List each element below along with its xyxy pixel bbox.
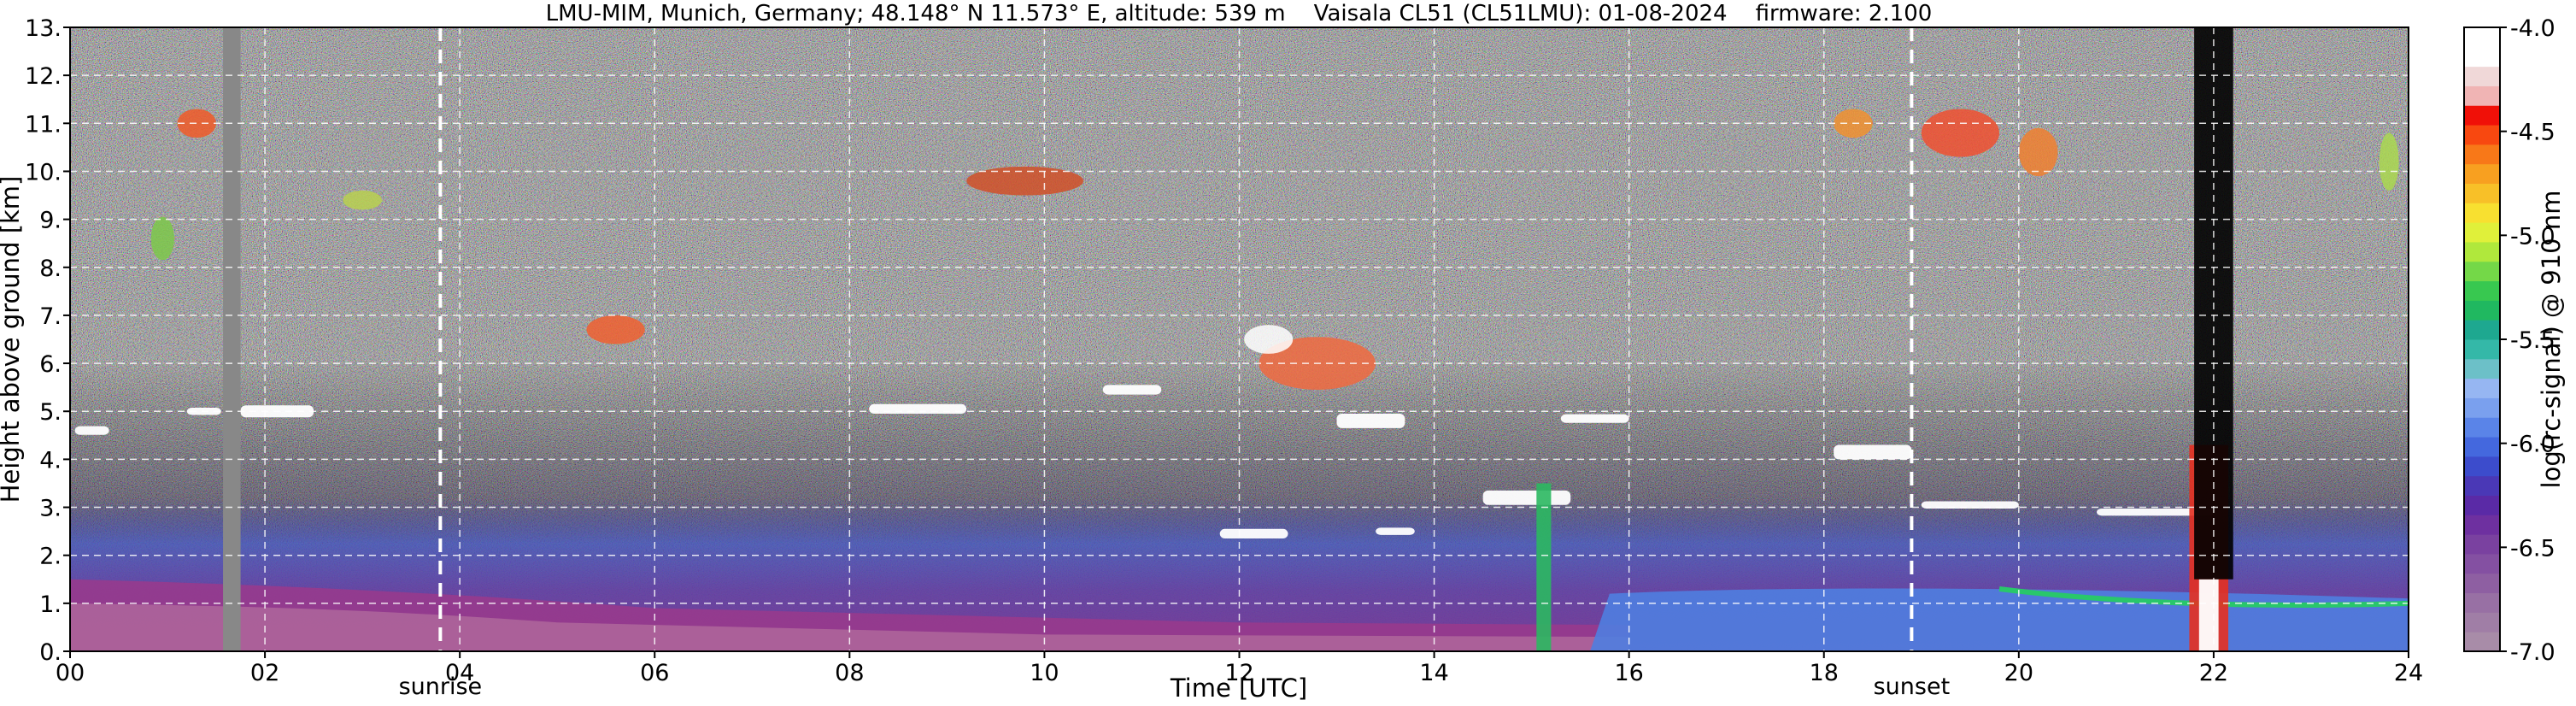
y-tick-label: 3.: [39, 496, 62, 522]
y-tick-label: 7.: [39, 303, 62, 330]
cloud-patch: [586, 315, 645, 344]
colorbar-tick-label: -4.5: [2510, 120, 2555, 146]
cloud-layer: [1102, 385, 1162, 395]
event-label-sunset: sunset: [1874, 674, 1951, 700]
event-label-sunrise: sunrise: [399, 674, 483, 700]
colorbar-segment: [2464, 534, 2500, 555]
x-tick-label: 22: [2199, 660, 2228, 686]
mixed-layer: [1590, 588, 2409, 651]
colorbar-segment: [2464, 515, 2500, 535]
colorbar-segment: [2464, 85, 2500, 106]
y-tick-label: 0.: [39, 639, 62, 666]
cloud-patch: [966, 166, 1084, 196]
cloud-patch: [177, 109, 217, 138]
x-tick-label: 04: [445, 660, 474, 686]
x-tick-label: 24: [2394, 660, 2423, 686]
colorbar-segment: [2464, 125, 2500, 145]
colorbar-segment: [2464, 456, 2500, 477]
colorbar-segment: [2464, 553, 2500, 574]
cloud-patch: [1921, 109, 2000, 157]
colorbar-segment: [2464, 358, 2500, 379]
x-tick-label: 00: [56, 660, 85, 686]
colorbar-segment: [2464, 163, 2500, 184]
colorbar-label: log(rc-signal) @ 910 nm: [2537, 191, 2566, 489]
colorbar-segment: [2464, 280, 2500, 301]
y-tick-label: 13.: [25, 15, 62, 42]
colorbar-tick-label: -6.0: [2510, 432, 2555, 458]
plume: [2198, 579, 2219, 651]
colorbar-segment: [2464, 475, 2500, 496]
data-gap: [223, 27, 241, 651]
x-tick-label: 02: [250, 660, 279, 686]
cloud-layer: [1482, 490, 1571, 505]
cloud-patch: [2379, 132, 2399, 191]
y-tick-label: 5.: [39, 399, 62, 426]
cloud-layer: [1336, 414, 1405, 428]
cloud-layer: [1376, 527, 1415, 535]
x-tick-label: 10: [1030, 660, 1059, 686]
colorbar-segment: [2464, 183, 2500, 203]
cloud-layer: [1834, 444, 1912, 460]
colorbar-segment: [2464, 261, 2500, 282]
y-tick-label: 12.: [25, 63, 62, 90]
plume: [1536, 483, 1552, 651]
y-tick-label: 10.: [25, 159, 62, 185]
x-tick-label: 16: [1614, 660, 1643, 686]
cloud-layer: [1560, 414, 1629, 423]
colorbar-segment: [2464, 339, 2500, 360]
colorbar-tick-label: -7.0: [2510, 639, 2555, 666]
colorbar-tick-label: -4.0: [2510, 15, 2555, 42]
colorbar-segment: [2464, 144, 2500, 165]
colorbar-tick-label: -5.5: [2510, 327, 2555, 354]
y-tick-label: 6.: [39, 351, 62, 378]
colorbar-segment: [2464, 632, 2500, 652]
colorbar-segment: [2464, 495, 2500, 515]
cloud-layer: [1921, 501, 2019, 509]
colorbar-segment: [2464, 397, 2500, 418]
cloud-layer: [1219, 528, 1288, 539]
colorbar-segment: [2464, 105, 2500, 126]
x-tick-label: 12: [1224, 660, 1253, 686]
cloud-patch: [343, 190, 382, 210]
colorbar-segment: [2464, 573, 2500, 594]
colorbar-segment: [2464, 222, 2500, 243]
cloud-layer: [74, 426, 109, 435]
y-tick-label: 11.: [25, 111, 62, 138]
x-tick-label: 08: [835, 660, 864, 686]
cloud-layer: [869, 403, 967, 415]
cloud-patch: [2018, 127, 2058, 177]
colorbar-segment: [2464, 612, 2500, 632]
chart-title: LMU-MIM, Munich, Germany; 48.148° N 11.5…: [546, 1, 1933, 26]
colorbar-segment: [2464, 320, 2500, 340]
colorbar-segment: [2464, 27, 2500, 48]
colorbar-segment: [2464, 46, 2500, 68]
x-axis-label: Time [UTC]: [1170, 674, 1307, 703]
x-tick-label: 18: [1810, 660, 1839, 686]
y-tick-label: 1.: [39, 591, 62, 618]
y-tick-label: 4.: [39, 447, 62, 474]
colorbar-tick-label: -6.5: [2510, 535, 2555, 562]
colorbar-segment: [2464, 241, 2500, 262]
colorbar-segment: [2464, 66, 2500, 86]
x-tick-label: 06: [640, 660, 669, 686]
y-tick-label: 2.: [39, 544, 62, 570]
cloud-patch: [150, 216, 175, 261]
cloud-layer: [2097, 508, 2214, 516]
x-tick-label: 14: [1419, 660, 1448, 686]
colorbar-segment: [2464, 378, 2500, 398]
colorbar-segment: [2464, 592, 2500, 613]
y-axis-label: Height above ground [km]: [0, 176, 25, 503]
colorbar-segment: [2464, 300, 2500, 321]
cloud-patch: [1244, 325, 1294, 354]
colorbar-segment: [2464, 417, 2500, 438]
x-tick-label: 20: [2004, 660, 2033, 686]
y-tick-label: 9.: [39, 208, 62, 234]
colorbar-tick-label: -5.0: [2510, 223, 2555, 250]
y-tick-label: 8.: [39, 256, 62, 282]
colorbar-segment: [2464, 437, 2500, 457]
colorbar-segment: [2464, 203, 2500, 223]
